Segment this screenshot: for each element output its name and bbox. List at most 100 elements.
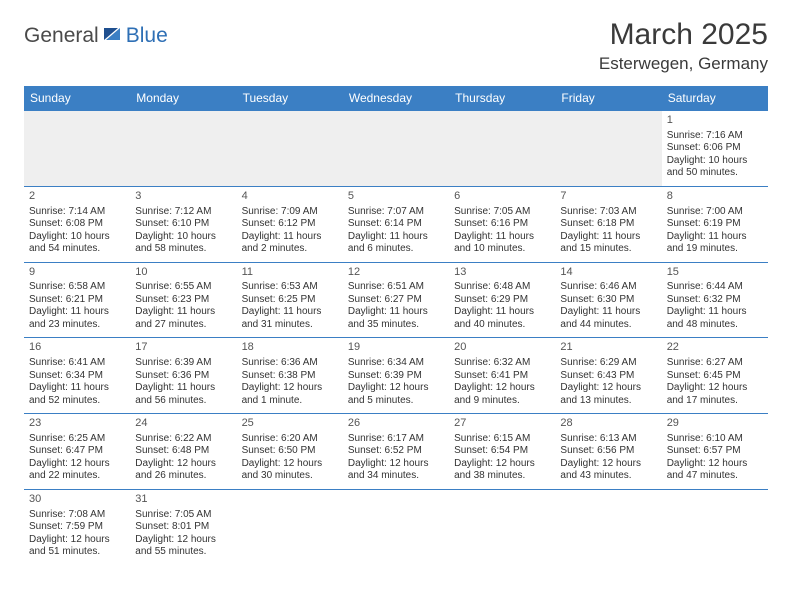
sunset-text: Sunset: 6:45 PM	[667, 370, 763, 383]
sunset-text: Sunset: 6:47 PM	[29, 445, 125, 458]
sunrise-text: Sunrise: 7:05 AM	[454, 206, 550, 219]
calendar-cell: 28Sunrise: 6:13 AMSunset: 6:56 PMDayligh…	[555, 414, 661, 490]
calendar-cell: 8Sunrise: 7:00 AMSunset: 6:19 PMDaylight…	[662, 186, 768, 262]
sunrise-text: Sunrise: 6:17 AM	[348, 433, 444, 446]
calendar-week: 9Sunrise: 6:58 AMSunset: 6:21 PMDaylight…	[24, 262, 768, 338]
calendar-week: 16Sunrise: 6:41 AMSunset: 6:34 PMDayligh…	[24, 338, 768, 414]
calendar-cell: 13Sunrise: 6:48 AMSunset: 6:29 PMDayligh…	[449, 262, 555, 338]
sunset-text: Sunset: 6:34 PM	[29, 370, 125, 383]
daylight-text: Daylight: 12 hours	[135, 458, 231, 471]
sunrise-text: Sunrise: 7:00 AM	[667, 206, 763, 219]
daylight-text: Daylight: 12 hours	[454, 458, 550, 471]
sunset-text: Sunset: 6:38 PM	[242, 370, 338, 383]
day-header: Saturday	[662, 86, 768, 111]
daylight-text: and 30 minutes.	[242, 470, 338, 483]
daylight-text: and 9 minutes.	[454, 395, 550, 408]
sunset-text: Sunset: 6:18 PM	[560, 218, 656, 231]
day-header: Tuesday	[237, 86, 343, 111]
daylight-text: and 19 minutes.	[667, 243, 763, 256]
sunrise-text: Sunrise: 6:20 AM	[242, 433, 338, 446]
sunset-text: Sunset: 6:50 PM	[242, 445, 338, 458]
sunset-text: Sunset: 6:48 PM	[135, 445, 231, 458]
daylight-text: Daylight: 11 hours	[29, 306, 125, 319]
sunset-text: Sunset: 6:32 PM	[667, 294, 763, 307]
sunset-text: Sunset: 6:27 PM	[348, 294, 444, 307]
sunrise-text: Sunrise: 6:46 AM	[560, 281, 656, 294]
calendar-week: 1Sunrise: 7:16 AMSunset: 6:06 PMDaylight…	[24, 111, 768, 187]
daylight-text: and 22 minutes.	[29, 470, 125, 483]
daylight-text: and 17 minutes.	[667, 395, 763, 408]
sunset-text: Sunset: 6:29 PM	[454, 294, 550, 307]
daylight-text: and 23 minutes.	[29, 319, 125, 332]
sunrise-text: Sunrise: 6:27 AM	[667, 357, 763, 370]
day-number: 23	[29, 417, 125, 431]
sunset-text: Sunset: 6:14 PM	[348, 218, 444, 231]
flag-icon	[104, 26, 124, 45]
sunrise-text: Sunrise: 6:39 AM	[135, 357, 231, 370]
day-header-row: Sunday Monday Tuesday Wednesday Thursday…	[24, 86, 768, 111]
daylight-text: and 26 minutes.	[135, 470, 231, 483]
daylight-text: and 31 minutes.	[242, 319, 338, 332]
sunrise-text: Sunrise: 6:48 AM	[454, 281, 550, 294]
day-number: 21	[560, 341, 656, 355]
day-header: Wednesday	[343, 86, 449, 111]
daylight-text: and 1 minute.	[242, 395, 338, 408]
daylight-text: Daylight: 12 hours	[348, 382, 444, 395]
daylight-text: and 56 minutes.	[135, 395, 231, 408]
title-block: March 2025 Esterwegen, Germany	[599, 18, 768, 74]
sunrise-text: Sunrise: 6:22 AM	[135, 433, 231, 446]
sunset-text: Sunset: 6:56 PM	[560, 445, 656, 458]
daylight-text: Daylight: 11 hours	[29, 382, 125, 395]
daylight-text: Daylight: 11 hours	[348, 306, 444, 319]
sunrise-text: Sunrise: 7:09 AM	[242, 206, 338, 219]
day-number: 8	[667, 190, 763, 204]
calendar-cell: 18Sunrise: 6:36 AMSunset: 6:38 PMDayligh…	[237, 338, 343, 414]
day-number: 10	[135, 266, 231, 280]
day-number: 30	[29, 493, 125, 507]
daylight-text: Daylight: 11 hours	[560, 306, 656, 319]
sunrise-text: Sunrise: 6:10 AM	[667, 433, 763, 446]
sunrise-text: Sunrise: 6:13 AM	[560, 433, 656, 446]
calendar-table: Sunday Monday Tuesday Wednesday Thursday…	[24, 86, 768, 565]
daylight-text: Daylight: 12 hours	[348, 458, 444, 471]
day-number: 14	[560, 266, 656, 280]
daylight-text: Daylight: 12 hours	[242, 458, 338, 471]
daylight-text: and 52 minutes.	[29, 395, 125, 408]
daylight-text: Daylight: 10 hours	[29, 231, 125, 244]
calendar-cell: 3Sunrise: 7:12 AMSunset: 6:10 PMDaylight…	[130, 186, 236, 262]
sunrise-text: Sunrise: 6:51 AM	[348, 281, 444, 294]
sunset-text: Sunset: 6:52 PM	[348, 445, 444, 458]
daylight-text: and 48 minutes.	[667, 319, 763, 332]
daylight-text: Daylight: 11 hours	[667, 231, 763, 244]
sunrise-text: Sunrise: 6:41 AM	[29, 357, 125, 370]
daylight-text: Daylight: 10 hours	[667, 155, 763, 168]
day-number: 11	[242, 266, 338, 280]
sunrise-text: Sunrise: 6:15 AM	[454, 433, 550, 446]
daylight-text: Daylight: 11 hours	[348, 231, 444, 244]
daylight-text: Daylight: 11 hours	[242, 231, 338, 244]
calendar-cell: 30Sunrise: 7:08 AMSunset: 7:59 PMDayligh…	[24, 489, 130, 564]
calendar-week: 2Sunrise: 7:14 AMSunset: 6:08 PMDaylight…	[24, 186, 768, 262]
calendar-cell: 10Sunrise: 6:55 AMSunset: 6:23 PMDayligh…	[130, 262, 236, 338]
calendar-cell: 22Sunrise: 6:27 AMSunset: 6:45 PMDayligh…	[662, 338, 768, 414]
sunset-text: Sunset: 6:08 PM	[29, 218, 125, 231]
calendar-cell	[24, 111, 130, 187]
daylight-text: and 47 minutes.	[667, 470, 763, 483]
calendar-week: 30Sunrise: 7:08 AMSunset: 7:59 PMDayligh…	[24, 489, 768, 564]
daylight-text: and 34 minutes.	[348, 470, 444, 483]
sunset-text: Sunset: 6:41 PM	[454, 370, 550, 383]
daylight-text: Daylight: 12 hours	[667, 458, 763, 471]
day-number: 18	[242, 341, 338, 355]
day-number: 13	[454, 266, 550, 280]
daylight-text: Daylight: 11 hours	[454, 231, 550, 244]
calendar-cell: 20Sunrise: 6:32 AMSunset: 6:41 PMDayligh…	[449, 338, 555, 414]
calendar-cell: 21Sunrise: 6:29 AMSunset: 6:43 PMDayligh…	[555, 338, 661, 414]
sunset-text: Sunset: 6:10 PM	[135, 218, 231, 231]
calendar-cell: 24Sunrise: 6:22 AMSunset: 6:48 PMDayligh…	[130, 414, 236, 490]
day-number: 31	[135, 493, 231, 507]
day-number: 17	[135, 341, 231, 355]
calendar-cell	[237, 489, 343, 564]
calendar-cell: 1Sunrise: 7:16 AMSunset: 6:06 PMDaylight…	[662, 111, 768, 187]
sunrise-text: Sunrise: 7:16 AM	[667, 130, 763, 143]
calendar-cell	[343, 111, 449, 187]
